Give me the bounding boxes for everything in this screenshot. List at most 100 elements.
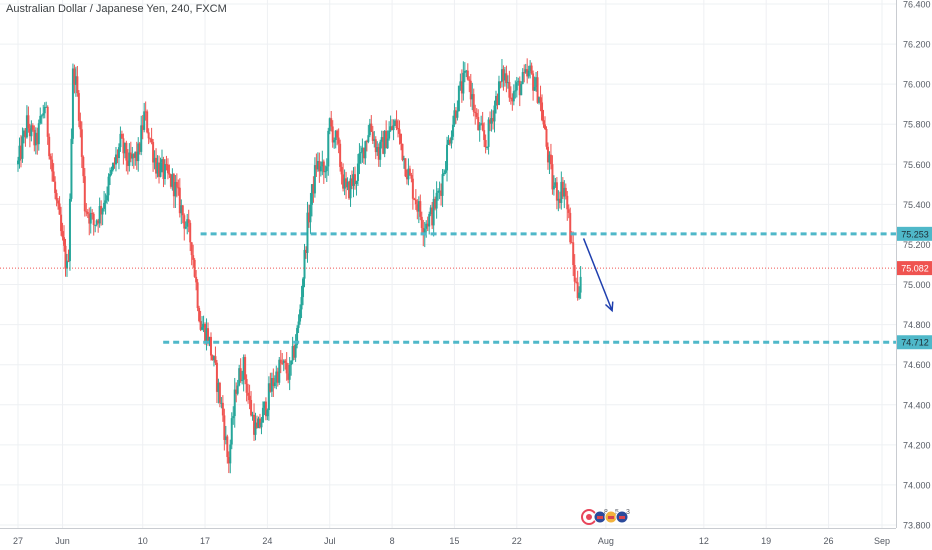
candle-body bbox=[25, 115, 28, 138]
candle-body bbox=[275, 371, 278, 383]
candle-body bbox=[542, 120, 545, 125]
candle-body bbox=[141, 125, 144, 130]
candle-body bbox=[487, 119, 490, 147]
candle-body bbox=[267, 383, 270, 411]
candle-body bbox=[97, 220, 100, 224]
candle-body bbox=[506, 81, 509, 84]
candle-body bbox=[89, 212, 92, 224]
forecast-arrow-head[interactable] bbox=[604, 301, 614, 313]
candle-body bbox=[303, 249, 306, 279]
candle-body bbox=[196, 282, 199, 309]
candle-body bbox=[474, 111, 477, 114]
candle-body bbox=[400, 133, 403, 144]
candle-body bbox=[391, 126, 394, 131]
candle-body bbox=[218, 382, 221, 403]
candle-body bbox=[288, 365, 291, 380]
candle-body bbox=[558, 198, 561, 203]
candle-body bbox=[180, 205, 183, 214]
candle-body bbox=[536, 77, 539, 103]
candle-body bbox=[417, 201, 420, 212]
candle-body bbox=[325, 166, 328, 172]
candle-body bbox=[138, 143, 141, 152]
candle-body bbox=[112, 162, 115, 170]
candle-body bbox=[573, 265, 576, 282]
candle-body bbox=[328, 118, 331, 131]
candle-body bbox=[472, 94, 475, 112]
candle-body bbox=[343, 178, 346, 189]
candle-body bbox=[456, 111, 459, 118]
candle-body bbox=[402, 158, 405, 161]
candle-body bbox=[95, 220, 98, 225]
candle-body bbox=[466, 70, 469, 80]
candle-body bbox=[526, 69, 529, 77]
candle-body bbox=[250, 399, 253, 416]
candle-body bbox=[73, 68, 76, 85]
candle-body bbox=[551, 164, 554, 190]
candle-body bbox=[150, 138, 153, 143]
candle-body bbox=[352, 174, 355, 186]
candle-body bbox=[561, 181, 564, 197]
candle-body bbox=[346, 181, 349, 188]
candle-body bbox=[39, 115, 42, 124]
candle-body bbox=[380, 137, 383, 142]
candle-body bbox=[192, 255, 195, 260]
candle-body bbox=[414, 199, 417, 205]
candle-body bbox=[322, 161, 325, 173]
candle-body bbox=[545, 128, 548, 147]
candle-body bbox=[460, 81, 463, 94]
candle-body bbox=[146, 111, 149, 133]
candle-body bbox=[189, 222, 192, 243]
flag-event-icon[interactable]: 8 bbox=[593, 509, 608, 524]
candle-body bbox=[383, 130, 386, 154]
candle-body bbox=[244, 357, 247, 380]
candle-body bbox=[432, 198, 435, 226]
candle-body bbox=[408, 168, 411, 175]
candle-body bbox=[564, 187, 567, 196]
candle-body bbox=[135, 151, 138, 162]
x-tick-label: 22 bbox=[512, 536, 522, 546]
candle-body bbox=[120, 133, 123, 139]
current-price-badge bbox=[897, 261, 932, 276]
event-count-label: 8 bbox=[604, 509, 608, 516]
x-tick-label: 17 bbox=[200, 536, 210, 546]
candle-body bbox=[94, 224, 97, 226]
y-tick-label: 74.000 bbox=[903, 480, 931, 490]
candle-body bbox=[220, 402, 223, 404]
candle-body bbox=[70, 138, 73, 199]
candle-body bbox=[209, 336, 212, 356]
candle-body bbox=[36, 132, 39, 145]
candle-body bbox=[134, 151, 137, 158]
forecast-arrow-shaft[interactable] bbox=[582, 238, 613, 311]
candle-body bbox=[68, 198, 71, 262]
y-tick-label: 75.800 bbox=[903, 120, 931, 130]
candle-body bbox=[58, 203, 61, 215]
y-tick-label: 75.400 bbox=[903, 200, 931, 210]
candle-body bbox=[17, 160, 19, 165]
candle-body bbox=[374, 139, 377, 153]
candle-body bbox=[371, 131, 374, 141]
candle-body bbox=[113, 162, 116, 165]
y-tick-label: 73.800 bbox=[903, 521, 931, 531]
candle-body bbox=[444, 170, 447, 173]
candle-body bbox=[453, 110, 456, 125]
candle-body bbox=[413, 198, 416, 200]
candle-body bbox=[79, 120, 82, 130]
candle-body bbox=[24, 130, 27, 138]
candle-body bbox=[187, 219, 190, 223]
candle-body bbox=[172, 174, 175, 197]
flag-event-icon[interactable]: 3 bbox=[615, 509, 630, 524]
candle-body bbox=[132, 154, 135, 158]
candle-body bbox=[163, 164, 166, 180]
candle-body bbox=[411, 178, 414, 199]
candle-body bbox=[175, 182, 178, 188]
candle-body bbox=[27, 115, 30, 129]
candle-body bbox=[405, 176, 408, 180]
candle-body bbox=[419, 201, 422, 217]
candle-body bbox=[331, 126, 334, 143]
candle-body bbox=[263, 401, 266, 408]
candle-body bbox=[529, 65, 532, 71]
y-tick-label: 75.600 bbox=[903, 160, 931, 170]
candle-body bbox=[224, 436, 227, 440]
candle-body bbox=[193, 259, 196, 277]
